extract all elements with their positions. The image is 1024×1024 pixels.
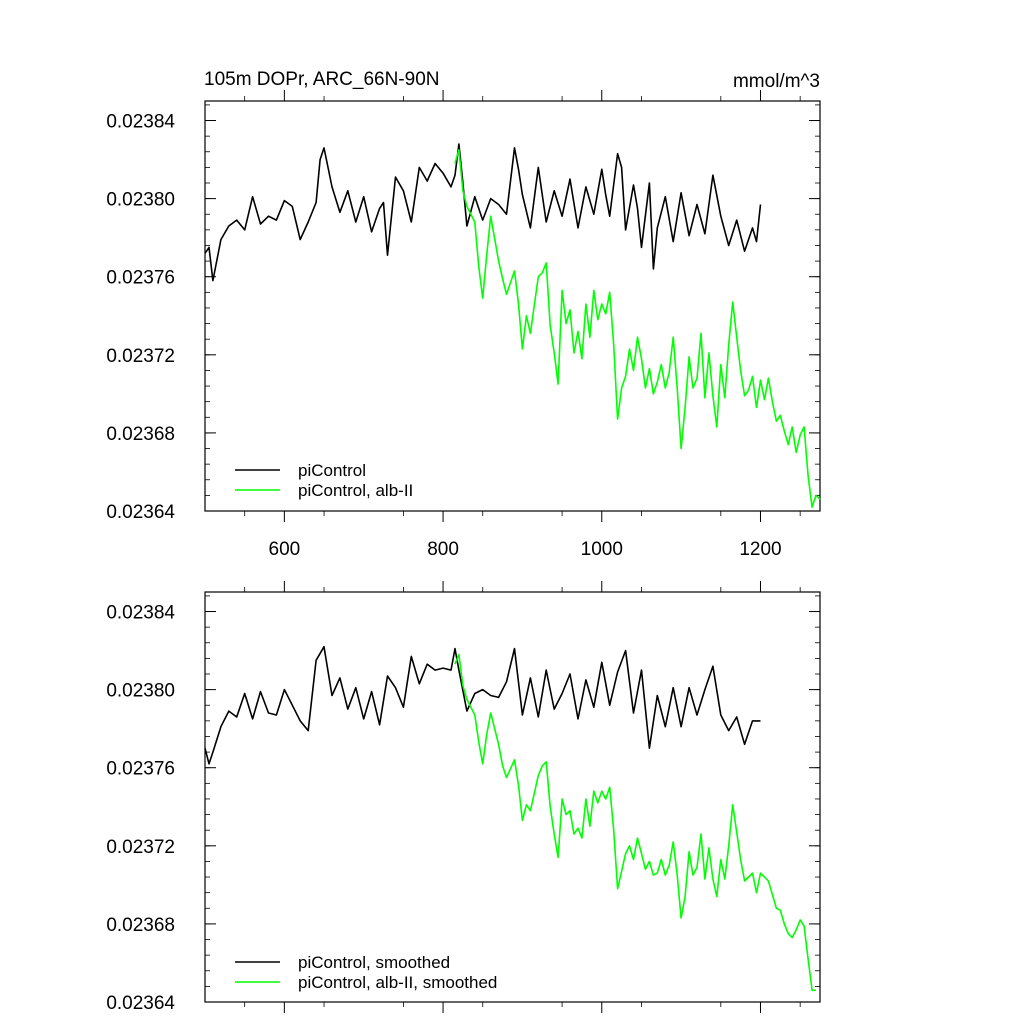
y-tick-label: 0.02364 [106,993,175,1014]
top-x-tick-labels: 600 800 1000 1200 [269,539,782,560]
top-panel-units: mmol/m^3 [733,71,820,92]
y-tick-label: 0.02384 [106,112,175,133]
bottom-panel: 0.02364 0.02368 0.02372 0.02376 0.02380 0.023… [106,581,821,1014]
top-legend: piControl piControl, alb-II [235,461,413,500]
bottom-axis-ticks [205,581,820,1013]
top-axis-ticks [205,90,820,522]
y-tick-label: 0.02376 [106,759,175,780]
legend-label-picontrol-smoothed: piControl, smoothed [298,953,450,972]
x-tick-label: 1000 [581,539,623,560]
top-panel: 105m DOPr, ARC_66N-90N mmol/m^3 0.023640… [106,69,821,560]
y-tick-label: 0.02368 [106,424,175,445]
legend-label-picontrol: piControl [298,461,366,480]
series-line-picontrol-alb-ii-smoothed [454,653,816,992]
top-y-tick-labels: 0.02364 0.02368 0.02372 0.02376 0.02380 0.023… [106,112,175,523]
legend-label-alb-ii-smoothed: piControl, alb-II, smoothed [298,973,497,992]
top-plot-frame [204,100,821,512]
bottom-series-lines [204,645,816,992]
series-line-picontrol-alb-ii [454,149,821,508]
y-tick-label: 0.02384 [106,603,175,624]
x-tick-label: 800 [427,539,459,560]
x-tick-label: 600 [269,539,301,560]
y-tick-label: 0.02372 [106,346,175,367]
y-tick-label: 0.02368 [106,915,175,936]
y-tick-label: 0.02372 [106,837,175,858]
x-tick-label: 1200 [739,539,781,560]
top-series-lines [204,143,821,508]
y-tick-label: 0.02380 [106,190,175,211]
y-tick-label: 0.02364 [106,502,175,523]
series-line-picontrol [204,143,762,282]
y-tick-label: 0.02376 [106,268,175,289]
legend-label-alb-ii: piControl, alb-II [298,481,413,500]
bottom-legend: piControl, smoothed piControl, alb-II, s… [235,953,497,992]
series-line-picontrol-smoothed [204,645,761,765]
bottom-y-tick-labels: 0.02364 0.02368 0.02372 0.02376 0.02380 0.023… [106,603,175,1014]
bottom-plot-frame [204,591,821,1003]
top-panel-title: 105m DOPr, ARC_66N-90N [204,69,440,90]
y-tick-label: 0.02380 [106,681,175,702]
